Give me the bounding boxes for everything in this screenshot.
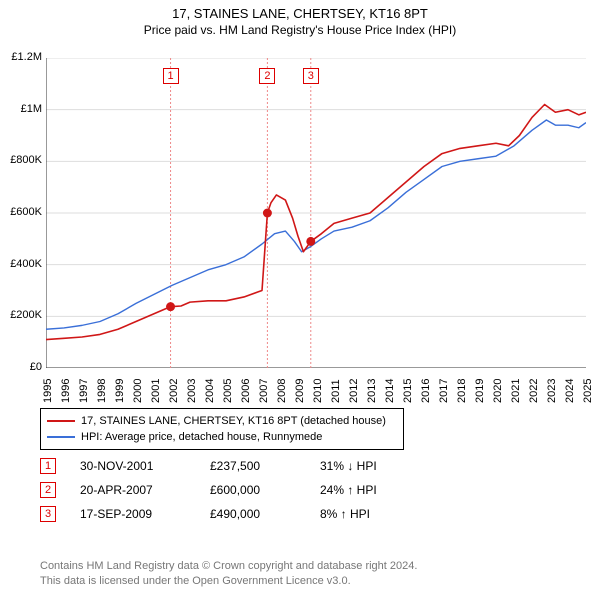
- y-tick-label: £0: [2, 361, 42, 373]
- x-tick-label: 2011: [330, 379, 342, 403]
- y-tick-label: £600K: [2, 206, 42, 218]
- x-tick-label: 1998: [96, 379, 108, 403]
- x-tick-label: 2025: [582, 379, 594, 403]
- table-row: 1 30-NOV-2001 £237,500 31% ↓ HPI: [40, 454, 440, 478]
- x-tick-label: 2016: [420, 379, 432, 403]
- x-tick-label: 1999: [114, 379, 126, 403]
- y-tick-label: £200K: [2, 309, 42, 321]
- x-tick-label: 2008: [276, 379, 288, 403]
- x-tick-label: 2015: [402, 379, 414, 403]
- x-tick-label: 2024: [564, 379, 576, 403]
- sales-table: 1 30-NOV-2001 £237,500 31% ↓ HPI 2 20-AP…: [40, 454, 440, 526]
- x-tick-label: 2013: [366, 379, 378, 403]
- page-title: 17, STAINES LANE, CHERTSEY, KT16 8PT: [0, 6, 600, 21]
- sale-date: 17-SEP-2009: [80, 507, 210, 521]
- x-tick-label: 2006: [240, 379, 252, 403]
- x-tick-label: 2010: [312, 379, 324, 403]
- x-tick-label: 2022: [528, 379, 540, 403]
- x-tick-label: 1995: [42, 379, 54, 403]
- disclaimer-line: This data is licensed under the Open Gov…: [40, 574, 417, 588]
- sale-delta-vs-hpi: 31% ↓ HPI: [320, 459, 440, 473]
- table-row: 3 17-SEP-2009 £490,000 8% ↑ HPI: [40, 502, 440, 526]
- x-tick-label: 2009: [294, 379, 306, 403]
- x-tick-label: 2014: [384, 379, 396, 403]
- chart-svg: [46, 58, 586, 368]
- sale-date: 20-APR-2007: [80, 483, 210, 497]
- x-tick-label: 2021: [510, 379, 522, 403]
- sale-marker-flag: 3: [303, 68, 319, 84]
- x-tick-label: 1996: [60, 379, 72, 403]
- sale-marker-badge: 1: [40, 458, 56, 474]
- y-tick-label: £1.2M: [2, 51, 42, 63]
- legend-label: 17, STAINES LANE, CHERTSEY, KT16 8PT (de…: [81, 415, 386, 427]
- page-subtitle: Price paid vs. HM Land Registry's House …: [0, 23, 600, 37]
- legend-item: 17, STAINES LANE, CHERTSEY, KT16 8PT (de…: [47, 413, 397, 429]
- x-tick-label: 2018: [456, 379, 468, 403]
- disclaimer-line: Contains HM Land Registry data © Crown c…: [40, 559, 417, 573]
- x-tick-label: 2017: [438, 379, 450, 403]
- sale-price: £237,500: [210, 459, 320, 473]
- page: 17, STAINES LANE, CHERTSEY, KT16 8PT Pri…: [0, 6, 600, 596]
- legend-label: HPI: Average price, detached house, Runn…: [81, 431, 322, 443]
- legend-item: HPI: Average price, detached house, Runn…: [47, 429, 397, 445]
- sale-marker-badge: 3: [40, 506, 56, 522]
- x-tick-label: 2000: [132, 379, 144, 403]
- x-tick-label: 2005: [222, 379, 234, 403]
- x-tick-label: 2003: [186, 379, 198, 403]
- y-tick-label: £800K: [2, 154, 42, 166]
- sale-delta-vs-hpi: 24% ↑ HPI: [320, 483, 440, 497]
- x-tick-label: 2019: [474, 379, 486, 403]
- sale-marker-flag: 1: [163, 68, 179, 84]
- chart: [46, 58, 586, 368]
- x-tick-label: 2004: [204, 379, 216, 403]
- x-tick-label: 2007: [258, 379, 270, 403]
- x-tick-label: 2023: [546, 379, 558, 403]
- x-tick-label: 2002: [168, 379, 180, 403]
- x-tick-label: 2001: [150, 379, 162, 403]
- table-row: 2 20-APR-2007 £600,000 24% ↑ HPI: [40, 478, 440, 502]
- sale-price: £490,000: [210, 507, 320, 521]
- sale-marker-badge: 2: [40, 482, 56, 498]
- sale-date: 30-NOV-2001: [80, 459, 210, 473]
- legend: 17, STAINES LANE, CHERTSEY, KT16 8PT (de…: [40, 408, 404, 450]
- x-tick-label: 2012: [348, 379, 360, 403]
- sale-delta-vs-hpi: 8% ↑ HPI: [320, 507, 440, 521]
- y-tick-label: £400K: [2, 258, 42, 270]
- x-tick-label: 2020: [492, 379, 504, 403]
- disclaimer: Contains HM Land Registry data © Crown c…: [40, 559, 417, 588]
- sale-price: £600,000: [210, 483, 320, 497]
- x-tick-label: 1997: [78, 379, 90, 403]
- legend-swatch: [47, 420, 75, 422]
- y-tick-label: £1M: [2, 103, 42, 115]
- legend-swatch: [47, 436, 75, 438]
- sale-marker-flag: 2: [259, 68, 275, 84]
